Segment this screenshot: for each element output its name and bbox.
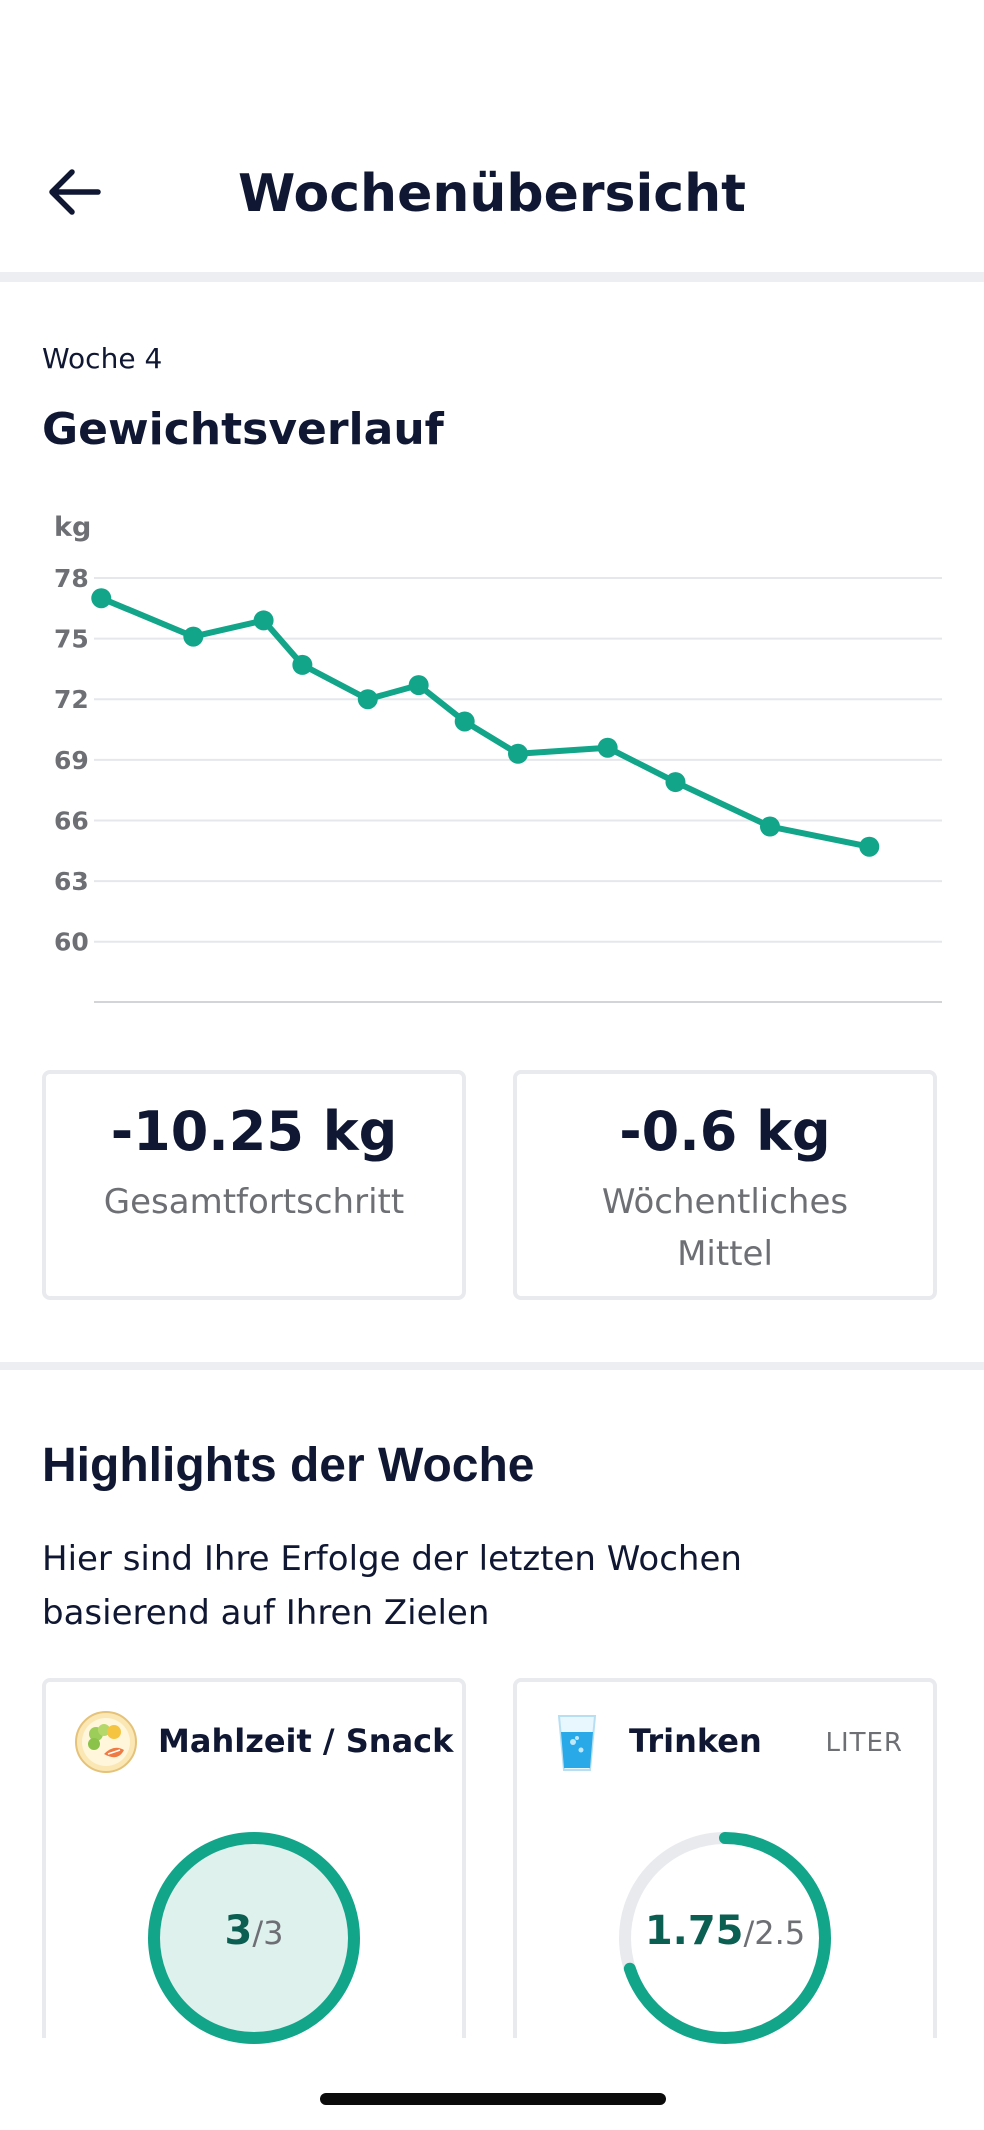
meal-target: /3 <box>252 1914 284 1952</box>
y-tick-label: 60 <box>54 928 89 957</box>
y-axis-unit: kg <box>54 512 91 543</box>
highlight-card-meal-title: Mahlzeit / Snack <box>158 1722 454 1760</box>
weight-data-point <box>454 711 475 732</box>
weight-data-point <box>183 626 204 647</box>
meal-progress-ring: 3/3 <box>146 1830 362 2046</box>
meal-progress-label: 3/3 <box>146 1908 362 1954</box>
y-tick-label: 75 <box>54 625 89 654</box>
section-title-weight: Gewichtsverlauf <box>42 404 444 455</box>
x-tick-label: 10.01 <box>224 1029 303 1030</box>
drink-target: /2.5 <box>743 1914 806 1952</box>
weight-data-point <box>91 588 112 609</box>
water-glass-icon <box>557 1715 597 1771</box>
drink-unit-label: LITER <box>825 1728 903 1758</box>
meal-plate-icon <box>75 1711 137 1773</box>
weight-data-point <box>292 654 313 675</box>
drink-progress-ring: 1.75/2.5 <box>617 1830 833 2046</box>
drink-progress-label: 1.75/2.5 <box>617 1908 833 1954</box>
week-label: Woche 4 <box>42 342 163 375</box>
y-tick-label: 63 <box>54 867 89 896</box>
stat-card-total: -10.25 kg Gesamtfortschritt <box>42 1070 466 1300</box>
stat-label-total: Gesamtfortschritt <box>103 1182 405 1222</box>
weight-series-line <box>98 595 873 850</box>
highlights-subtitle: Hier sind Ihre Erfolge der letzten Woche… <box>42 1539 742 1633</box>
stat-value-weekly: -0.6 kg <box>619 1100 831 1163</box>
weight-data-point <box>253 610 274 631</box>
highlight-card-drink-title: Trinken <box>629 1722 762 1760</box>
weight-chart: kg 78 75 72 69 66 63 60 03.01 10.01 17.01 24.01 31.… <box>54 512 982 1030</box>
weight-data-point <box>665 772 686 793</box>
page-title: Wochenübersicht <box>238 164 746 224</box>
weight-data-point <box>357 689 378 710</box>
arrow-left-icon <box>49 169 101 215</box>
weight-data-point <box>759 816 780 837</box>
stat-value-total: -10.25 kg <box>110 1100 398 1163</box>
section-divider <box>0 1362 984 1370</box>
weight-data-point <box>859 836 880 857</box>
x-tick-label: 31.01 <box>733 1029 812 1030</box>
meal-current: 3 <box>224 1908 253 1954</box>
home-indicator[interactable] <box>320 2093 666 2105</box>
x-tick-label: 03.01 <box>54 1029 133 1030</box>
y-tick-label: 72 <box>54 685 89 714</box>
meal-progress-arc <box>148 1832 360 2044</box>
drink-progress-arc <box>619 1832 831 2044</box>
y-tick-label: 69 <box>54 746 89 775</box>
weight-data-point <box>408 675 429 696</box>
x-tick-label: 24.01 <box>563 1029 642 1030</box>
weight-data-point <box>597 737 618 758</box>
back-button[interactable] <box>40 158 108 226</box>
highlight-card-drink[interactable]: Trinken LITER 1.75/2.5 <box>513 1678 937 2044</box>
y-tick-label: 66 <box>54 806 89 835</box>
drink-current: 1.75 <box>644 1908 744 1954</box>
x-tick-label: 17.01 <box>394 1029 473 1030</box>
stat-label-weekly: Wöchentliches Mittel <box>601 1182 849 1274</box>
weight-data-point <box>508 743 528 764</box>
highlights-title: Highlights der Woche <box>42 1439 535 1492</box>
highlight-card-meal[interactable]: Mahlzeit / Snack 3/3 <box>42 1678 466 2044</box>
header-divider <box>0 272 984 282</box>
y-tick-label: 78 <box>54 564 89 593</box>
stat-card-weekly: -0.6 kg Wöchentliches Mittel <box>513 1070 937 1300</box>
x-tick-label: 07.02 <box>902 1029 981 1030</box>
